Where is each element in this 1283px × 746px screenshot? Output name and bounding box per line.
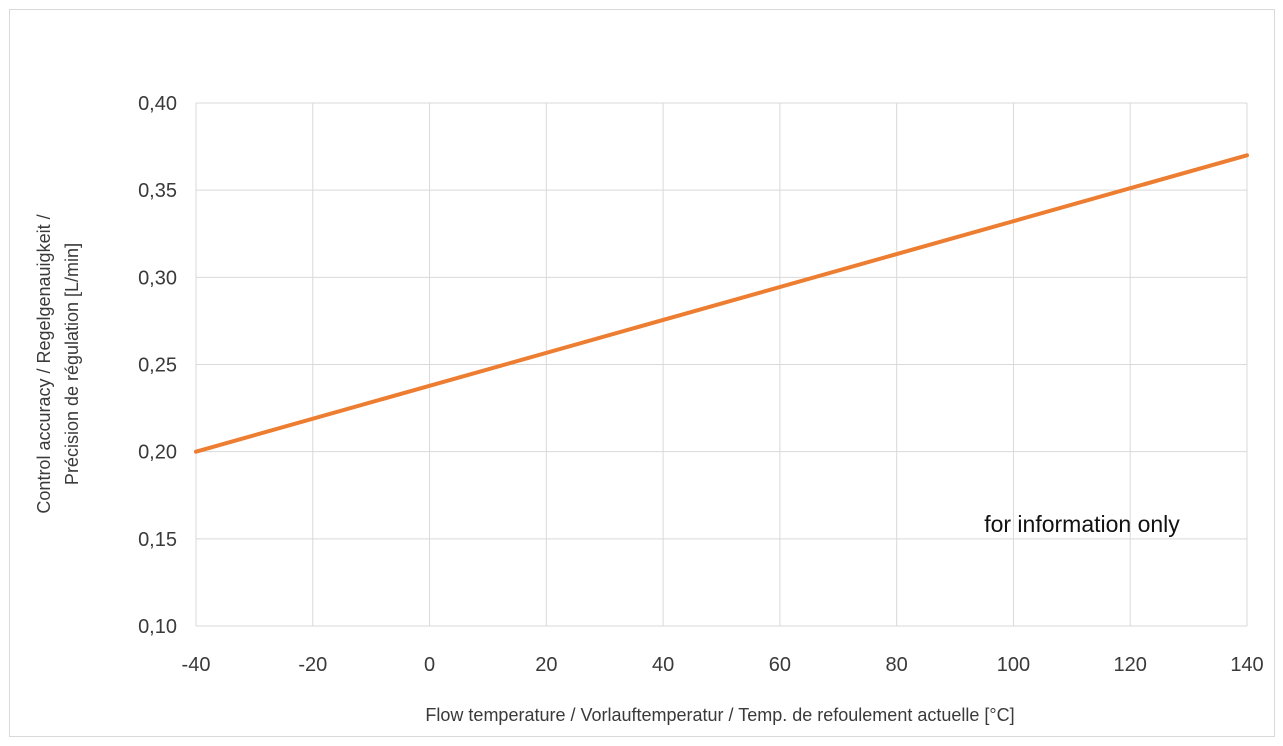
series-lines [194,153,1249,454]
y-axis-title: Control accuracy / Regelgenauigkeit / Pr… [34,214,82,513]
y-tick-label: 0,15 [138,529,177,551]
y-tick-label: 0,20 [138,442,177,464]
x-axis-title: Flow temperature / Vorlauftemperatur / T… [425,705,1014,725]
y-tick-labels: 0,10 0,15 0,20 0,25 0,30 0,35 0,40 [138,93,177,638]
x-tick-label: 80 [886,654,908,676]
info-annotation: for information only [984,511,1180,537]
x-tick-label: 100 [997,654,1030,676]
y-axis-title-line-2: Précision de régulation [L/min] [62,243,82,485]
y-tick-label: 0,25 [138,355,177,377]
x-tick-label: 120 [1114,654,1147,676]
y-tick-label: 0,40 [138,93,177,115]
x-tick-label: 40 [652,654,674,676]
x-tick-label: 60 [769,654,791,676]
y-axis-title-line-1: Control accuracy / Regelgenauigkeit / [34,214,54,513]
chart-frame [9,9,1275,737]
y-tick-label: 0,30 [138,267,177,289]
y-tick-label: 0,35 [138,180,177,202]
x-tick-label: -20 [298,654,327,676]
series-line [194,153,1249,454]
x-tick-label: 0 [424,654,435,676]
y-tick-label: 0,10 [138,616,177,638]
x-tick-label: 20 [535,654,557,676]
x-tick-labels: -40 -20 0 20 40 60 80 100 120 140 [182,654,1264,676]
gridlines [195,102,1248,627]
x-tick-label: -40 [182,654,211,676]
x-tick-label: 140 [1230,654,1263,676]
